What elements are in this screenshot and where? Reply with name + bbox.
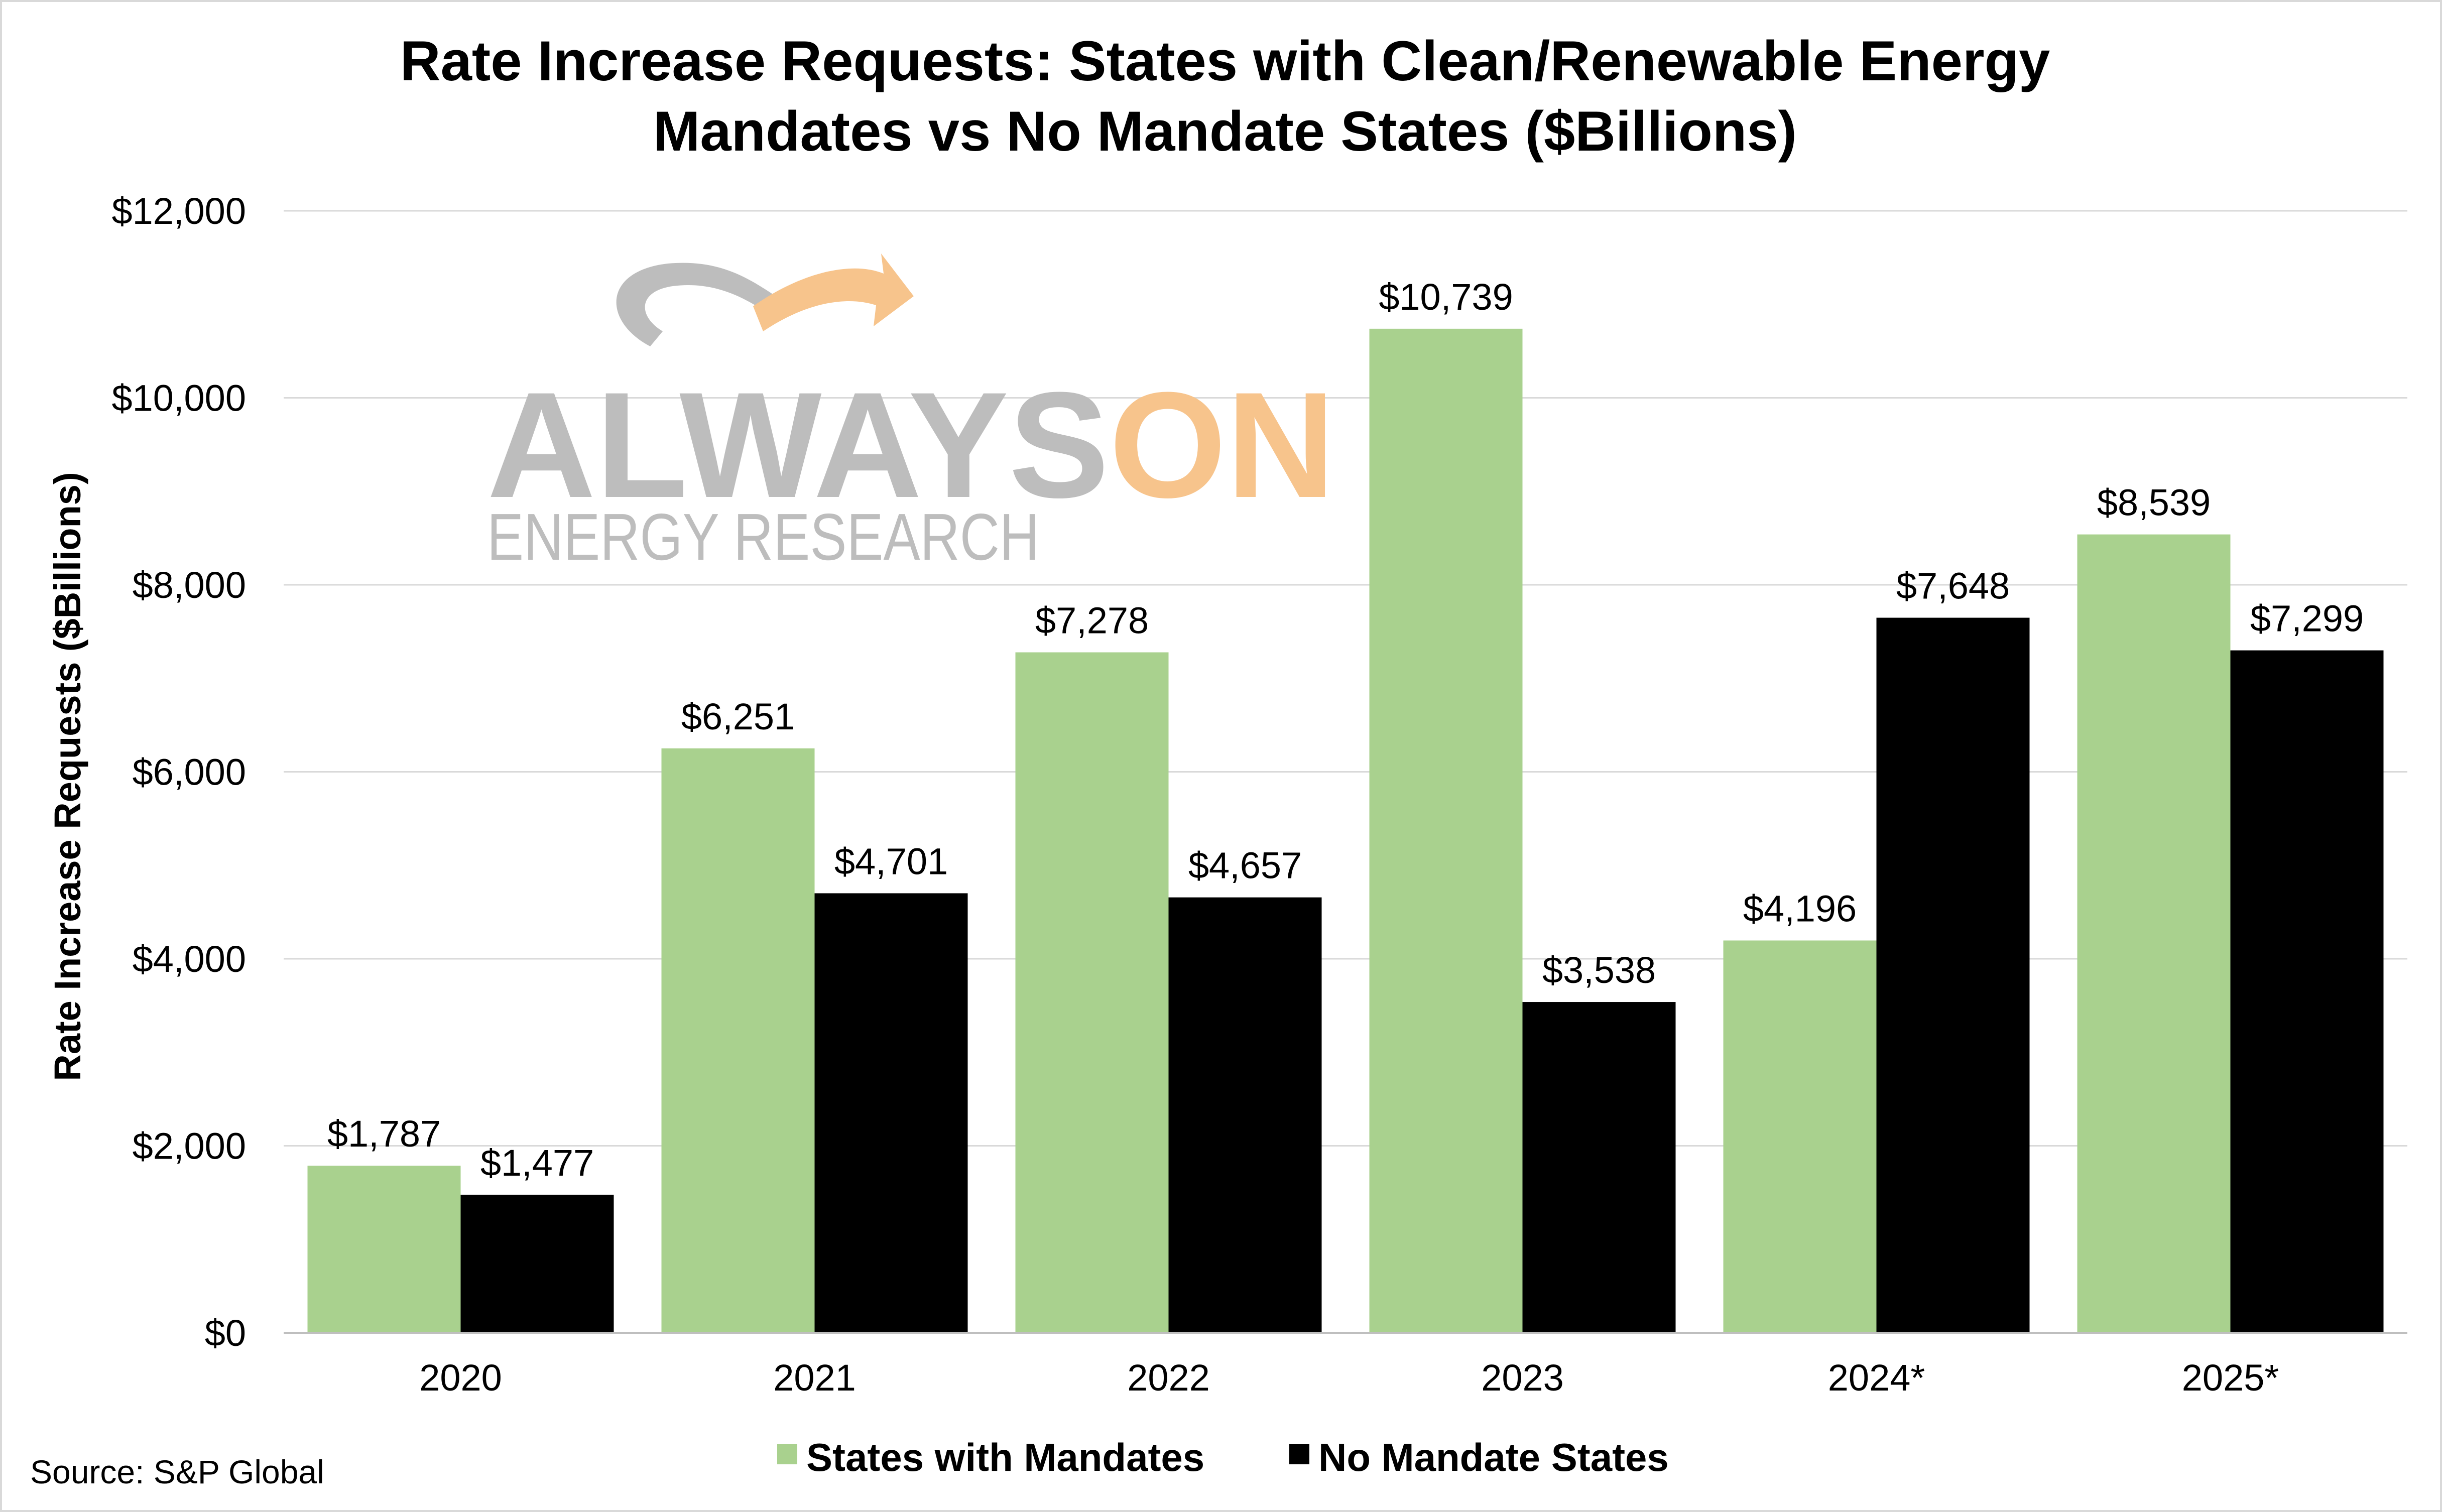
data-label-states-with-mandates: $4,196 <box>1743 888 1857 929</box>
data-label-no-mandate-states: $3,538 <box>1542 949 1656 991</box>
y-tick-label: $0 <box>205 1312 246 1354</box>
data-label-states-with-mandates: $6,251 <box>681 696 795 737</box>
data-label-states-with-mandates: $10,739 <box>1379 276 1513 318</box>
watermark-gray-arrow <box>616 263 783 346</box>
data-labels: $1,787 $1,477 $6,251 $4,701 $7,278 $4,657 $10,… <box>327 276 2364 1184</box>
data-label-states-with-mandates: $7,278 <box>1035 599 1149 641</box>
y-tick-label: $8,000 <box>133 564 246 606</box>
y-tick-label: $4,000 <box>133 938 246 980</box>
y-tick-label: $12,000 <box>112 190 247 232</box>
bar-states-with-mandates-2021 <box>661 748 815 1333</box>
gridlines <box>284 210 2407 1147</box>
bar-states-with-mandates-2025 <box>2077 534 2231 1333</box>
watermark-word-on: ON <box>1109 360 1335 529</box>
watermark-logo: ALWAYSON ENERGY RESEARCH <box>487 254 1335 574</box>
x-tick-label: 2024* <box>1828 1357 1925 1399</box>
watermark-word-always: ALWAYS <box>487 360 1109 529</box>
data-label-states-with-mandates: $1,787 <box>327 1113 441 1155</box>
data-label-no-mandate-states: $1,477 <box>480 1142 594 1184</box>
bar-states-with-mandates-2023 <box>1369 328 1523 1333</box>
y-tick-label: $2,000 <box>133 1125 246 1167</box>
legend-label-no-mandate-states: No Mandate States <box>1318 1435 1669 1479</box>
data-label-no-mandate-states: $4,701 <box>834 840 948 882</box>
y-tick-label: $10,000 <box>112 377 247 419</box>
bars <box>307 328 2384 1333</box>
bar-states-with-mandates-2020 <box>307 1166 461 1333</box>
bar-no-mandate-states-2024 <box>1876 617 2030 1333</box>
bar-no-mandate-states-2023 <box>1522 1002 1676 1333</box>
bar-states-with-mandates-2022 <box>1015 652 1169 1333</box>
y-tick-label: $6,000 <box>133 751 246 793</box>
y-axis-ticks: $0 $2,000 $4,000 $6,000 $8,000 $10,000 $12,000 <box>112 190 247 1354</box>
bar-no-mandate-states-2022 <box>1168 897 1322 1333</box>
bar-no-mandate-states-2020 <box>460 1194 614 1333</box>
x-tick-label: 2021 <box>773 1357 856 1399</box>
y-axis-title: Rate Increase Requests ($Billions) <box>47 472 88 1081</box>
legend-label-states-with-mandates: States with Mandates <box>806 1435 1204 1479</box>
bar-states-with-mandates-2024 <box>1723 940 1877 1333</box>
x-tick-label: 2022 <box>1127 1357 1210 1399</box>
chart-title-line-2: Mandates vs No Mandate States ($Billions… <box>653 100 1797 163</box>
watermark-subtitle: ENERGY RESEARCH <box>487 500 1039 574</box>
svg-text:ALWAYSON: ALWAYSON <box>487 360 1335 529</box>
source-note: Source: S&P Global <box>30 1453 324 1490</box>
bar-no-mandate-states-2025 <box>2230 650 2384 1333</box>
legend: States with Mandates No Mandate States <box>777 1435 1669 1479</box>
legend-swatch-states-with-mandates <box>777 1444 797 1464</box>
data-label-no-mandate-states: $7,648 <box>1896 565 2010 607</box>
data-label-states-with-mandates: $8,539 <box>2097 482 2211 524</box>
x-tick-label: 2023 <box>1481 1357 1564 1399</box>
x-tick-label: 2020 <box>419 1357 502 1399</box>
x-axis-ticks: 2020 2021 2022 2023 2024* 2025* <box>419 1357 2279 1399</box>
data-label-no-mandate-states: $4,657 <box>1188 845 1302 887</box>
x-tick-label: 2025* <box>2182 1357 2279 1399</box>
data-label-no-mandate-states: $7,299 <box>2250 598 2364 640</box>
chart-title-line-1: Rate Increase Requests: States with Clea… <box>400 30 2050 92</box>
bar-no-mandate-states-2021 <box>814 893 968 1333</box>
legend-swatch-no-mandate-states <box>1289 1444 1309 1464</box>
watermark-orange-arrow <box>753 254 914 331</box>
